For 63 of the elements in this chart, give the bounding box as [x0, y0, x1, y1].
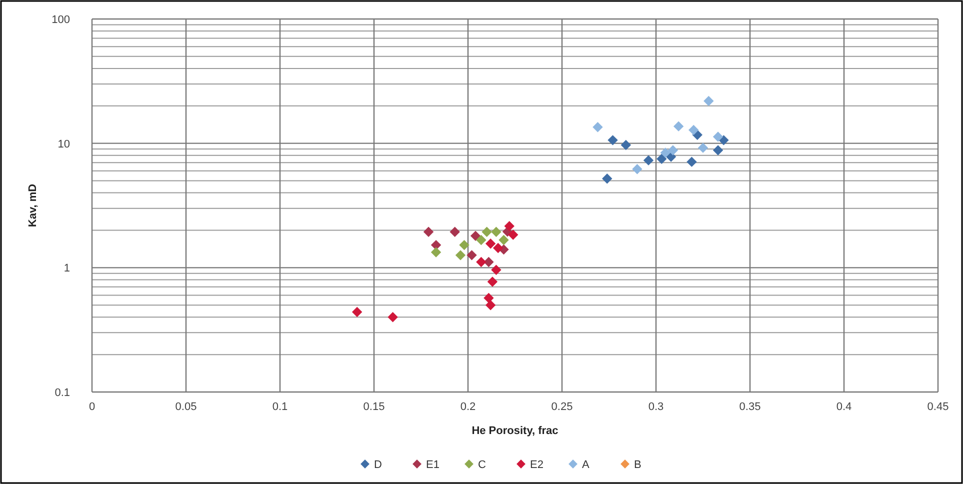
y-tick-label: 1 [64, 262, 70, 275]
point [455, 250, 466, 260]
point [674, 121, 684, 132]
point [431, 240, 442, 250]
y-tick-label: 100 [52, 14, 70, 26]
point [459, 240, 470, 250]
point [491, 264, 502, 275]
point [487, 276, 498, 287]
point [482, 226, 492, 237]
point [486, 300, 496, 310]
legend-label: D [374, 459, 382, 471]
point [608, 135, 618, 146]
point [713, 132, 724, 142]
point [713, 145, 724, 156]
point [484, 257, 494, 268]
x-tick-label: 0.2 [460, 401, 476, 413]
point [668, 145, 678, 156]
legend-label: B [634, 459, 642, 471]
point [484, 293, 494, 304]
point [388, 312, 398, 322]
point [688, 125, 699, 135]
point [632, 164, 642, 174]
legend-label: E2 [530, 459, 544, 471]
point [620, 140, 631, 150]
y-tick-label: 10 [58, 138, 70, 150]
x-tick-label: 0.1 [272, 401, 288, 413]
point [504, 221, 514, 232]
x-tick-label: 0.45 [927, 401, 949, 413]
point [352, 307, 362, 317]
legend-label: C [478, 459, 486, 471]
point [476, 257, 486, 268]
x-axis-title: He Porosity, frac [472, 425, 558, 437]
point [704, 96, 714, 106]
point [491, 226, 502, 237]
point [643, 155, 654, 166]
x-tick-label: 0.35 [739, 401, 761, 413]
point [486, 238, 496, 249]
point [660, 148, 670, 158]
x-tick-label: 0.4 [836, 401, 852, 413]
point [431, 247, 442, 258]
x-tick-label: 0.15 [363, 401, 385, 413]
y-axis-title: Kav, mD [27, 184, 39, 228]
point [470, 230, 481, 241]
x-tick-label: 0.25 [551, 401, 573, 413]
x-tick-label: 0.3 [648, 401, 664, 413]
point [508, 230, 518, 240]
point [466, 250, 477, 260]
point [592, 122, 603, 132]
legend-label: E1 [426, 459, 440, 471]
point [498, 234, 509, 245]
point [450, 226, 460, 237]
y-tick-label: 0.1 [54, 387, 70, 399]
x-tick-label: 0.05 [175, 401, 197, 413]
point [698, 142, 708, 153]
point [718, 135, 729, 146]
x-tick-label: 0 [88, 401, 96, 413]
point [493, 242, 504, 253]
point [602, 174, 612, 184]
point [424, 226, 434, 237]
point [686, 156, 697, 167]
legend-label: A [582, 459, 590, 471]
point [656, 154, 667, 164]
point [476, 234, 486, 245]
